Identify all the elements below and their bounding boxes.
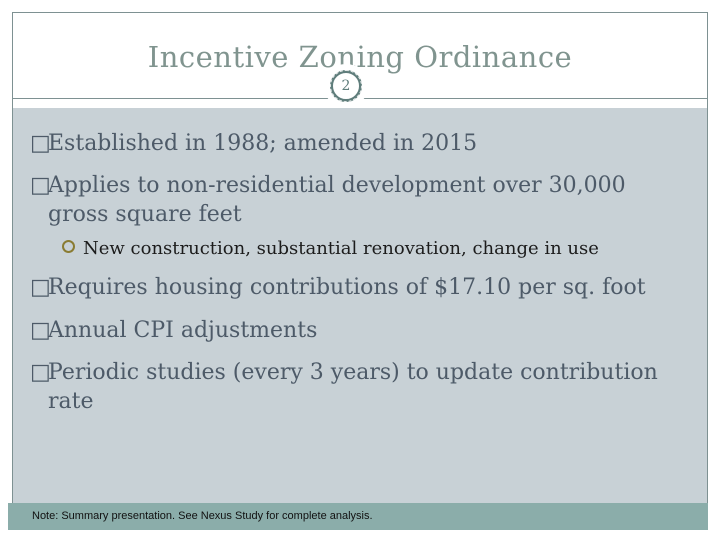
page-number-ring: 2 [330, 70, 362, 102]
sub-bullet-item: New construction, substantial renovation… [62, 237, 693, 260]
page-number: 2 [341, 78, 351, 94]
page-number-badge: 2 [324, 64, 368, 108]
square-bullet-icon: □ [30, 275, 51, 301]
bullet-text: Annual CPI adjustments [48, 317, 318, 343]
slide-body: □Established in 1988; amended in 2015 □A… [13, 108, 707, 504]
divider-gap [13, 99, 707, 108]
bullet-text: Periodic studies (every 3 years) to upda… [48, 359, 658, 414]
bullet-item: □Established in 1988; amended in 2015 [30, 129, 693, 158]
sub-bullet-text: New construction, substantial renovation… [83, 238, 599, 260]
circle-bullet-icon [62, 240, 75, 254]
square-bullet-icon: □ [30, 131, 51, 156]
square-bullet-icon: □ [30, 317, 51, 343]
bullet-item: □Annual CPI adjustments [30, 316, 693, 345]
bullet-item: □Requires housing contributions of $17.1… [30, 273, 693, 302]
bullet-text: Established in 1988; amended in 2015 [48, 131, 478, 156]
bullet-text: Applies to non-residential development o… [48, 173, 626, 228]
footnote-band: Note: Summary presentation. See Nexus St… [8, 503, 708, 530]
bullet-item: □Periodic studies (every 3 years) to upd… [30, 358, 693, 416]
footnote-text: Note: Summary presentation. See Nexus St… [32, 510, 373, 522]
bullet-text: Requires housing contributions of $17.10… [48, 275, 646, 301]
square-bullet-icon: □ [30, 359, 51, 385]
square-bullet-icon: □ [30, 173, 51, 199]
bullet-item: □Applies to non-residential development … [30, 171, 693, 229]
